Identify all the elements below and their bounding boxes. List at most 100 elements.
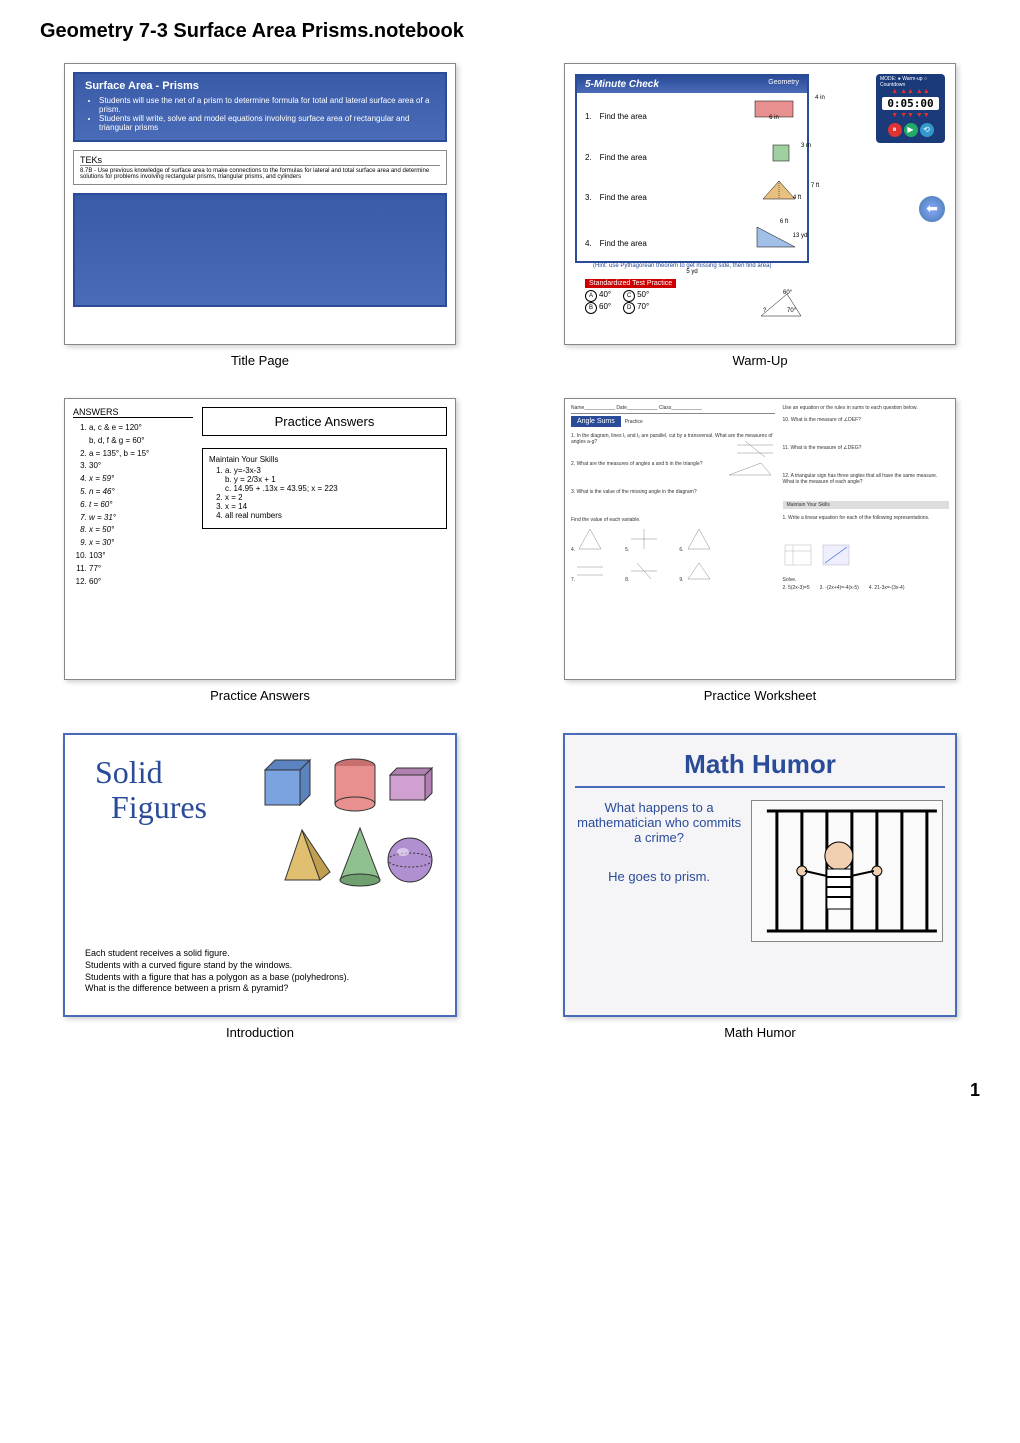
mc-d-val: 70° xyxy=(637,302,649,311)
timer-play-icon[interactable]: ▶ xyxy=(904,123,918,137)
rect-prism-icon xyxy=(390,768,432,800)
cell-warm-up: 5-Minute Check Geometry 1. Find the area… xyxy=(540,63,980,368)
sphere-icon xyxy=(388,838,432,882)
cell-practice-answers: ANSWERS a, c & e = 120° b, d, f & g = 60… xyxy=(40,398,480,703)
slide-warm-up: 5-Minute Check Geometry 1. Find the area… xyxy=(564,63,956,345)
ws-q11: 11. What is the measure of ∠DEG? xyxy=(783,445,950,467)
angle-sums-title: Angle Sums xyxy=(571,416,621,427)
rect-shape: 4 in 6 in xyxy=(749,97,799,135)
answers-title: ANSWERS xyxy=(73,407,193,418)
ws-q10: 10. What is the measure of ∠DEF? xyxy=(783,417,950,439)
objectives-box: Surface Area - Prisms Students will use … xyxy=(73,72,447,142)
timer-buttons: ⏸ ▶ ⟲ xyxy=(878,123,943,137)
practice-answers-title: Practice Answers xyxy=(202,407,447,436)
ws-q12: 12. A triangular sign has three angles t… xyxy=(783,473,950,495)
warmup-q3-text: Find the area xyxy=(600,193,647,202)
mc-row-2: B60° D70° xyxy=(577,302,757,314)
std-practice-label: Standardized Test Practice xyxy=(585,279,676,288)
solid-figures-title: Solid Figures xyxy=(95,755,207,825)
ans-4: x = 59° xyxy=(89,473,193,486)
humor-title: Math Humor xyxy=(575,735,945,788)
ws-solve-3: 3. -(2x+4)=-4(x-5) xyxy=(820,585,859,591)
caption-math-humor: Math Humor xyxy=(724,1025,796,1040)
maintain-title: Maintain Your Skills xyxy=(209,455,440,464)
ws-left-col: Name___________ Date___________ Class___… xyxy=(571,405,779,673)
objectives-title: Surface Area - Prisms xyxy=(85,80,435,92)
humor-text: What happens to a mathematician who comm… xyxy=(577,800,741,942)
ans-5: n = 46° xyxy=(89,486,193,499)
warmup-title: 5-Minute Check xyxy=(585,79,659,90)
ans-11: 77° xyxy=(89,563,193,576)
dim-5yd: 5 yd xyxy=(577,269,807,275)
pyramid-icon xyxy=(285,830,330,880)
rt-triangle-shape: 6 ft 13 yd xyxy=(753,223,799,263)
mc-d-label: D xyxy=(623,302,635,314)
warmup-panel: 5-Minute Check Geometry 1. Find the area… xyxy=(575,74,809,263)
angle-a: 60° xyxy=(783,290,792,296)
teks-box: TEKs 8.7B - Use previous knowledge of su… xyxy=(73,150,447,185)
mc-row-1: A40° C50° xyxy=(577,290,757,302)
warmup-q2-num: 2. xyxy=(585,153,592,162)
ws-q3: 3. What is the value of the missing angl… xyxy=(571,489,775,511)
timer-stop-icon[interactable]: ⏸ xyxy=(888,123,902,137)
timer-display: 0:05:00 xyxy=(882,97,939,110)
slide-practice-answers: ANSWERS a, c & e = 120° b, d, f & g = 60… xyxy=(64,398,456,680)
page-number: 1 xyxy=(40,1080,980,1101)
ws-right-col: Use an equation or the rules in sums to … xyxy=(779,405,950,673)
teks-text: 8.7B - Use previous knowledge of surface… xyxy=(80,168,440,180)
ws-q6: 6. xyxy=(679,527,713,553)
ans-2: a = 135°, b = 15° xyxy=(89,448,193,461)
warmup-item-2: 2. Find the area 3 m xyxy=(577,139,807,175)
ws-q8: 8. xyxy=(625,561,659,583)
ans-10: 103° xyxy=(89,550,193,563)
warmup-header: 5-Minute Check Geometry xyxy=(577,76,807,93)
caption-introduction: Introduction xyxy=(226,1025,294,1040)
timer-reset-icon[interactable]: ⟲ xyxy=(920,123,934,137)
timer-widget[interactable]: MODE: ● Warm-up ○ Countdown ▲ ▲▲ ▲▲ 0:05… xyxy=(876,74,945,143)
ws-q7: 7. xyxy=(571,561,605,583)
ws-maintain-q1: 1. Write a linear equation for each of t… xyxy=(783,515,950,537)
warmup-subject: Geometry xyxy=(768,79,799,90)
ws-solve-4: 4. 21-3x=-(3x-4) xyxy=(869,585,905,591)
maintain-3: x = 14 xyxy=(225,502,440,511)
mc-c-val: 50° xyxy=(637,290,649,299)
answers-left-panel: ANSWERS a, c & e = 120° b, d, f & g = 60… xyxy=(73,407,193,592)
angle-sums-sub: Practice xyxy=(625,419,643,425)
answers-right-panel: Practice Answers Maintain Your Skills a.… xyxy=(202,407,447,529)
ws-solve-label: Solve. xyxy=(783,577,950,583)
humor-punchline: He goes to prism. xyxy=(577,869,741,884)
slide-grid: Surface Area - Prisms Students will use … xyxy=(40,63,980,1040)
shapes-illustration xyxy=(245,750,435,900)
mc-c-label: C xyxy=(623,290,635,302)
ans-12: 60° xyxy=(89,576,193,589)
intro-line-2: Students with a curved figure stand by t… xyxy=(85,960,435,972)
warmup-q1-num: 1. xyxy=(585,112,592,121)
nav-back-button[interactable]: ⬅ xyxy=(917,194,947,224)
ws-solve-2: 2. 5(2x-3)=5 xyxy=(783,585,810,591)
warmup-item-3: 3. Find the area 7 ft 4 ft xyxy=(577,175,807,219)
cone-icon xyxy=(340,828,380,886)
slide-practice-worksheet: Name___________ Date___________ Class___… xyxy=(564,398,956,680)
square-shape: 3 m xyxy=(769,143,799,171)
ans-1: a, c & e = 120° b, d, f & g = 60° xyxy=(89,422,193,448)
warmup-q4-num: 4. xyxy=(585,239,592,248)
warmup-q2-text: Find the area xyxy=(600,153,647,162)
caption-practice-answers: Practice Answers xyxy=(210,688,310,703)
page-title: Geometry 7-3 Surface Area Prisms.noteboo… xyxy=(40,20,980,43)
objective-2: Students will write, solve and model equ… xyxy=(99,114,435,132)
mc-a-label: A xyxy=(585,290,597,302)
maintain-2: x = 2 xyxy=(225,493,440,502)
humor-cartoon xyxy=(751,800,943,942)
warmup-q1-text: Find the area xyxy=(600,112,647,121)
intro-line-1: Each student receives a solid figure. xyxy=(85,948,435,960)
mc-a-val: 40° xyxy=(599,290,611,299)
ws-q5: 5. xyxy=(625,527,659,553)
ans-6: t = 60° xyxy=(89,499,193,512)
humor-body: What happens to a mathematician who comm… xyxy=(565,788,955,954)
ans-3: 30° xyxy=(89,460,193,473)
mc-b-label: B xyxy=(585,302,597,314)
slide-introduction: Solid Figures xyxy=(63,733,457,1017)
ws-find-label: Find the value of each variable. xyxy=(571,517,775,523)
angle-q: ? xyxy=(763,308,766,314)
humor-question: What happens to a mathematician who comm… xyxy=(577,800,741,845)
